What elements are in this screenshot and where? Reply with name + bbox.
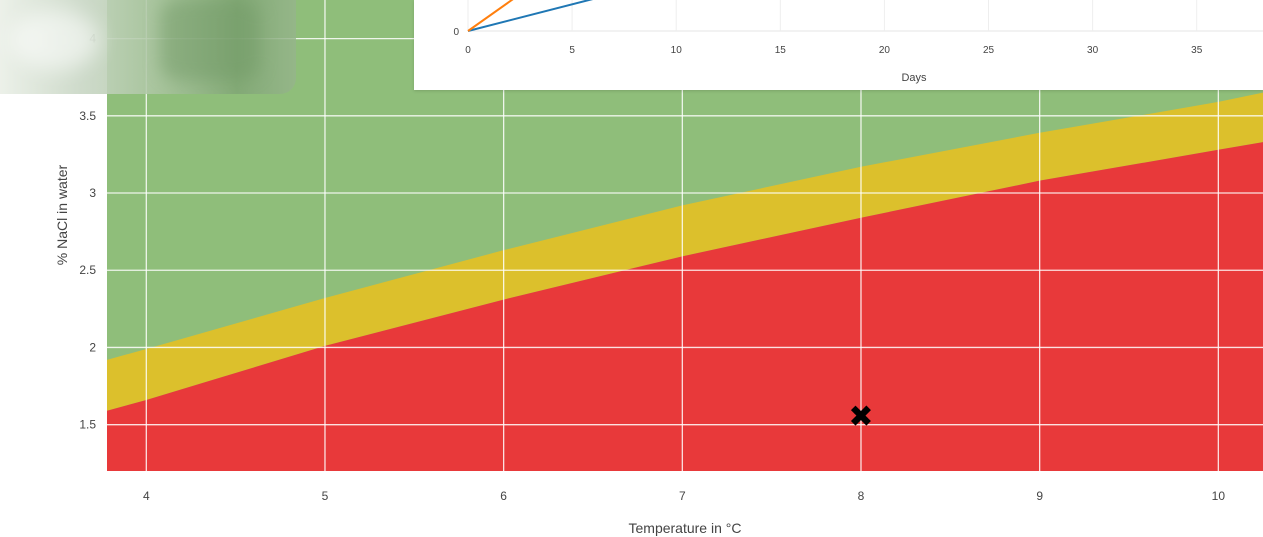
y-tick-label: 2 — [89, 340, 96, 354]
sample-marker: ✖ — [848, 400, 873, 433]
inset-x-tick-label: 5 — [569, 45, 575, 56]
inset-x-tick-label: 15 — [775, 45, 787, 56]
x-tick-label: 9 — [1036, 489, 1043, 503]
inset-x-tick-label: 20 — [879, 45, 891, 56]
caution-region — [107, 92, 1263, 411]
inset-tick-labels: 0 5 10 15 20 25 30 35 0 — [453, 27, 1202, 56]
x-tick-label: 10 — [1212, 489, 1226, 503]
y-tick-label: 3 — [89, 186, 96, 200]
inset-grid-lines — [467, 0, 1263, 32]
inset-series-line — [467, 0, 594, 32]
inset-chart: 0 5 10 15 20 25 30 35 0 Days — [453, 0, 1263, 84]
inset-x-tick-label: 30 — [1087, 45, 1099, 56]
inset-series-lines — [467, 0, 594, 32]
danger-region — [107, 142, 1263, 471]
inset-y-tick-label: 0 — [453, 27, 459, 38]
inset-x-tick-label: 25 — [983, 45, 995, 56]
y-axis-title: % NaCl in water — [54, 164, 70, 265]
photo-shadow — [160, 0, 260, 80]
inset-x-axis-title: Days — [901, 72, 927, 84]
photo-highlight — [10, 10, 100, 70]
x-axis-title: Temperature in °C — [629, 520, 742, 536]
x-tick-label: 6 — [500, 489, 507, 503]
inset-chart-panel: 0 5 10 15 20 25 30 35 0 Days — [414, 0, 1263, 90]
inset-x-tick-label: 0 — [465, 45, 471, 56]
x-tick-label: 4 — [143, 489, 150, 503]
y-tick-label: 1.5 — [79, 418, 96, 432]
inset-x-tick-label: 10 — [671, 45, 683, 56]
inset-x-tick-label: 35 — [1191, 45, 1203, 56]
y-tick-label: 2.5 — [79, 263, 96, 277]
y-tick-label: 3.5 — [79, 109, 96, 123]
x-tick-label: 7 — [679, 489, 686, 503]
inset-series-line — [467, 0, 514, 32]
photo-thumbnail — [0, 0, 296, 94]
x-tick-label: 8 — [858, 489, 865, 503]
x-tick-label: 5 — [322, 489, 329, 503]
